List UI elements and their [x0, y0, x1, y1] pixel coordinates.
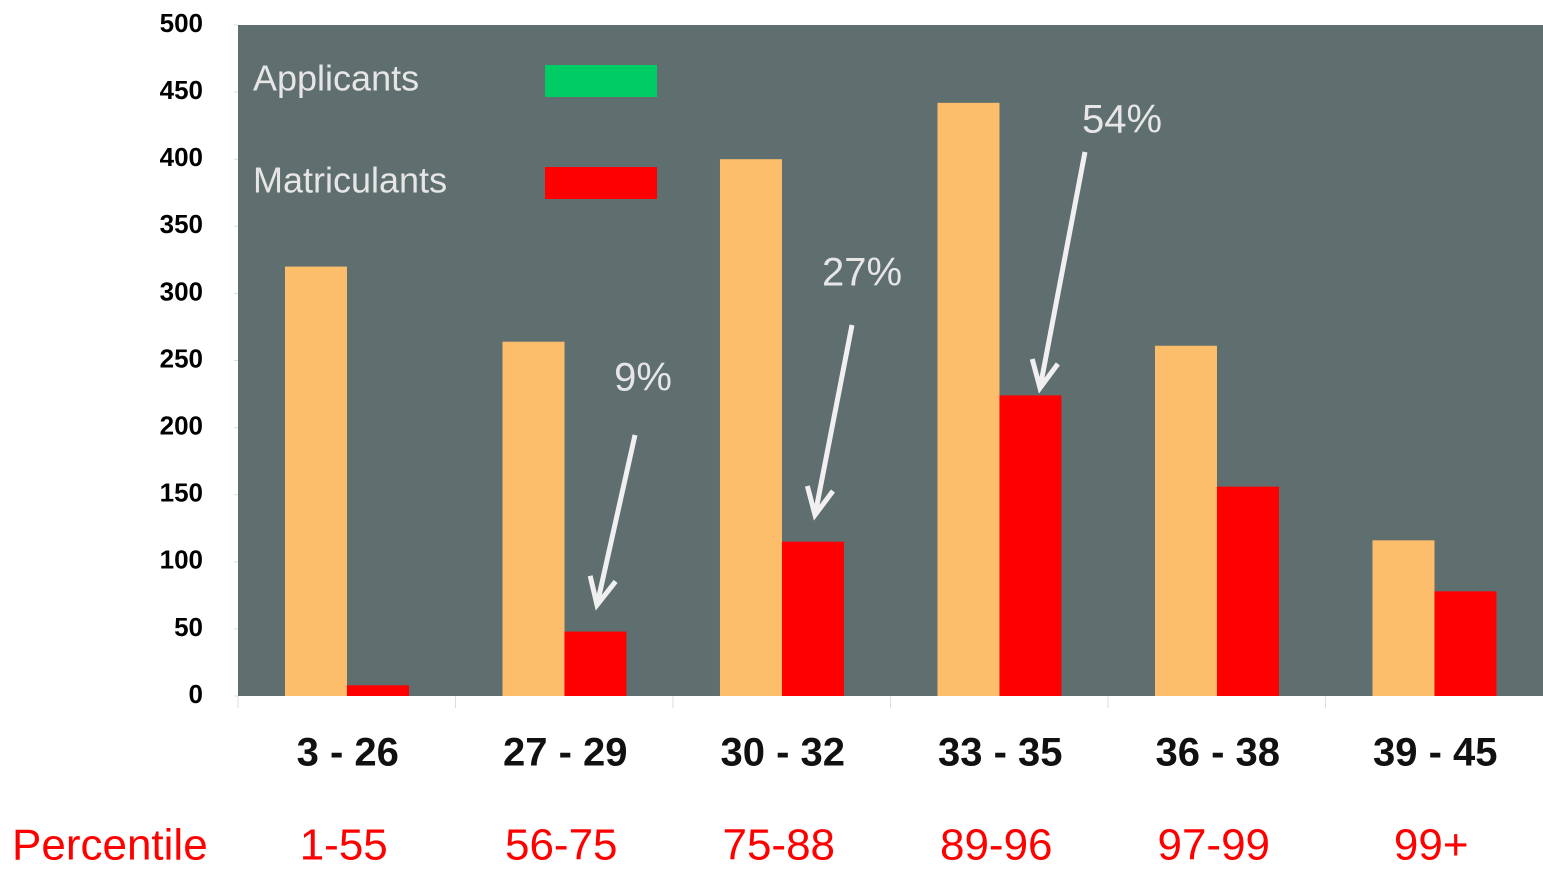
y-tick-label: 400 — [160, 142, 203, 172]
annotation: 27% — [822, 251, 902, 295]
percentile: 75-88 — [722, 821, 835, 869]
percentile: 89-96 — [940, 821, 1053, 869]
arrow-shaft — [1037, 151, 1088, 389]
y-tick-label: 0 — [189, 679, 203, 709]
y-tick-label: 150 — [160, 478, 203, 508]
arrow-head — [804, 485, 835, 521]
annotation: 54% — [1082, 98, 1162, 142]
y-tick-label: 500 — [160, 8, 203, 38]
bar — [1434, 591, 1497, 696]
bar — [502, 341, 565, 696]
plot-area — [238, 25, 1543, 696]
bar — [781, 541, 844, 696]
annotation: 9% — [614, 356, 672, 400]
y-tick-label: 50 — [174, 612, 203, 642]
x-tick-label: 33 - 35 — [938, 731, 1063, 775]
y-tick-label: 300 — [160, 276, 203, 306]
y-tick-label: 250 — [160, 343, 203, 373]
y-tick-label: 200 — [160, 410, 203, 440]
percentile: 1-55 — [300, 821, 388, 869]
y-tick-label: 350 — [160, 209, 203, 239]
bar — [284, 266, 347, 696]
legend-label: Applicants — [253, 58, 419, 99]
bar — [999, 395, 1062, 696]
percentile: 99+ — [1394, 821, 1469, 869]
x-tick-label: 30 - 32 — [720, 731, 845, 775]
legend-swatch — [545, 167, 657, 199]
percentile: 56-75 — [505, 821, 618, 869]
x-tick-label: 27 - 29 — [503, 731, 628, 775]
legend-swatch — [545, 65, 657, 97]
bar — [1216, 486, 1279, 696]
bar — [564, 631, 627, 696]
x-tick-label: 39 - 45 — [1373, 731, 1498, 775]
arrow-head — [1029, 358, 1060, 394]
arrow-head — [587, 575, 618, 611]
bar — [719, 159, 782, 696]
bar — [1372, 540, 1435, 696]
x-tick-label: 36 - 38 — [1155, 731, 1280, 775]
bar — [346, 685, 409, 696]
x-tick-label: 3 - 26 — [297, 731, 399, 775]
arrow-shaft — [812, 324, 855, 516]
y-tick-label: 100 — [160, 545, 203, 575]
y-tick-label: 450 — [160, 75, 203, 105]
legend-label: Matriculants — [253, 160, 447, 201]
percentile-label: Percentile — [12, 821, 208, 869]
bar — [1154, 345, 1217, 696]
percentile: 97-99 — [1157, 821, 1270, 869]
bar — [937, 102, 1000, 696]
arrow-shaft — [594, 434, 638, 606]
